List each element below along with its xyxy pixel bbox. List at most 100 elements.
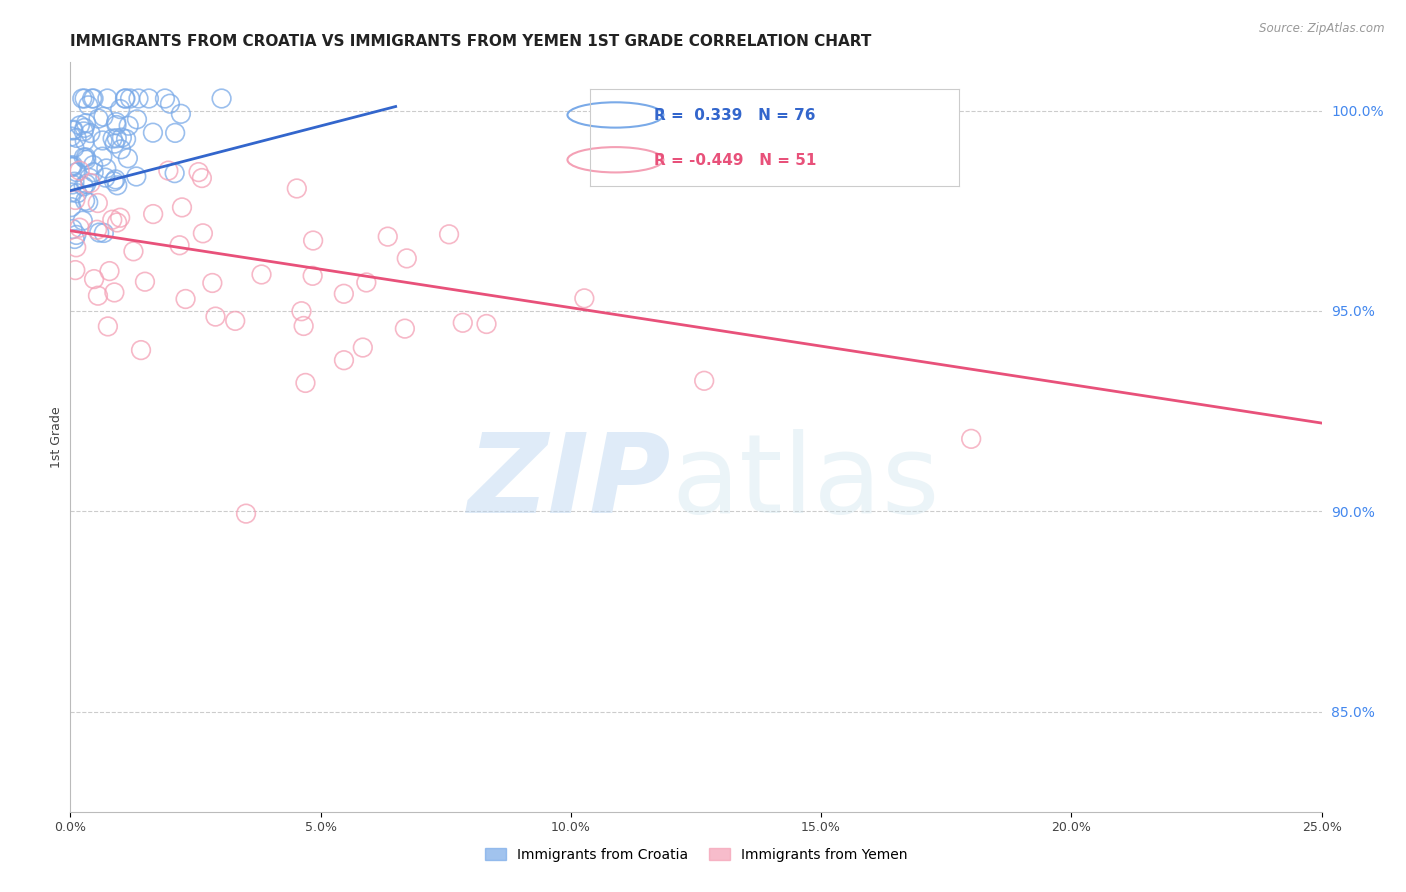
- Point: [105, 115, 128, 129]
- Point: [356, 276, 378, 290]
- Point: [250, 268, 273, 282]
- Point: [574, 291, 596, 305]
- Point: [73, 91, 96, 105]
- Point: [201, 276, 224, 290]
- Legend: Immigrants from Croatia, Immigrants from Yemen: Immigrants from Croatia, Immigrants from…: [478, 840, 914, 869]
- Point: [169, 238, 191, 252]
- Point: [75, 116, 97, 130]
- Point: [352, 341, 374, 355]
- Point: [82, 91, 104, 105]
- Point: [333, 286, 356, 301]
- Point: [73, 120, 96, 135]
- Point: [129, 343, 152, 357]
- Point: [75, 150, 97, 164]
- Point: [142, 207, 165, 221]
- Point: [65, 240, 87, 254]
- Point: [96, 91, 118, 105]
- Point: [108, 102, 131, 116]
- Point: [63, 232, 86, 246]
- Point: [77, 98, 100, 112]
- Text: ZIP: ZIP: [467, 428, 671, 535]
- Point: [104, 172, 127, 186]
- Point: [87, 112, 110, 126]
- Point: [83, 272, 105, 286]
- Point: [75, 177, 97, 191]
- Point: [93, 226, 115, 240]
- Point: [451, 316, 474, 330]
- Point: [224, 314, 246, 328]
- Point: [101, 131, 124, 145]
- Point: [103, 285, 125, 300]
- Point: [117, 151, 139, 165]
- Point: [285, 181, 308, 195]
- Point: [77, 195, 100, 210]
- Point: [475, 317, 498, 331]
- Point: [66, 186, 89, 201]
- Point: [86, 223, 108, 237]
- Point: [69, 220, 91, 235]
- Point: [191, 171, 214, 186]
- Point: [103, 174, 125, 188]
- Point: [60, 178, 83, 192]
- Point: [153, 91, 176, 105]
- Point: [104, 136, 127, 151]
- Point: [105, 118, 128, 132]
- Point: [211, 91, 233, 105]
- Point: [333, 353, 356, 368]
- Point: [62, 160, 84, 174]
- Point: [187, 165, 209, 179]
- Point: [97, 319, 120, 334]
- Point: [159, 96, 181, 111]
- Point: [72, 124, 94, 138]
- Point: [290, 304, 312, 318]
- Point: [174, 292, 197, 306]
- Point: [62, 122, 84, 136]
- Point: [91, 133, 114, 147]
- Point: [83, 91, 105, 105]
- Point: [62, 222, 84, 236]
- Point: [75, 194, 97, 208]
- Point: [125, 169, 148, 184]
- Point: [960, 432, 983, 446]
- Point: [127, 91, 149, 105]
- Point: [60, 129, 83, 144]
- Point: [163, 166, 186, 180]
- Point: [79, 170, 101, 185]
- Point: [87, 288, 110, 302]
- Point: [82, 158, 104, 172]
- Text: Source: ZipAtlas.com: Source: ZipAtlas.com: [1260, 22, 1385, 36]
- Point: [395, 252, 418, 266]
- Point: [65, 263, 87, 277]
- Point: [72, 213, 94, 227]
- Point: [73, 150, 96, 164]
- Point: [170, 107, 193, 121]
- Point: [65, 227, 87, 242]
- Point: [62, 158, 84, 172]
- Point: [69, 163, 91, 178]
- Point: [108, 211, 131, 225]
- Point: [101, 212, 124, 227]
- Point: [165, 126, 187, 140]
- Point: [93, 110, 115, 124]
- Point: [63, 175, 86, 189]
- Point: [111, 130, 134, 145]
- Point: [105, 131, 128, 145]
- Point: [60, 160, 83, 174]
- Point: [138, 91, 160, 105]
- Point: [118, 91, 141, 105]
- Text: IMMIGRANTS FROM CROATIA VS IMMIGRANTS FROM YEMEN 1ST GRADE CORRELATION CHART: IMMIGRANTS FROM CROATIA VS IMMIGRANTS FR…: [70, 34, 872, 49]
- Point: [87, 196, 110, 211]
- Point: [294, 376, 316, 390]
- Point: [377, 229, 399, 244]
- Point: [170, 201, 193, 215]
- Point: [91, 150, 114, 164]
- Point: [66, 165, 89, 179]
- Point: [118, 119, 141, 133]
- Point: [302, 234, 325, 248]
- Point: [191, 227, 214, 241]
- Point: [125, 112, 148, 127]
- Point: [301, 268, 323, 283]
- Point: [73, 179, 96, 194]
- Point: [235, 507, 257, 521]
- Point: [114, 91, 136, 105]
